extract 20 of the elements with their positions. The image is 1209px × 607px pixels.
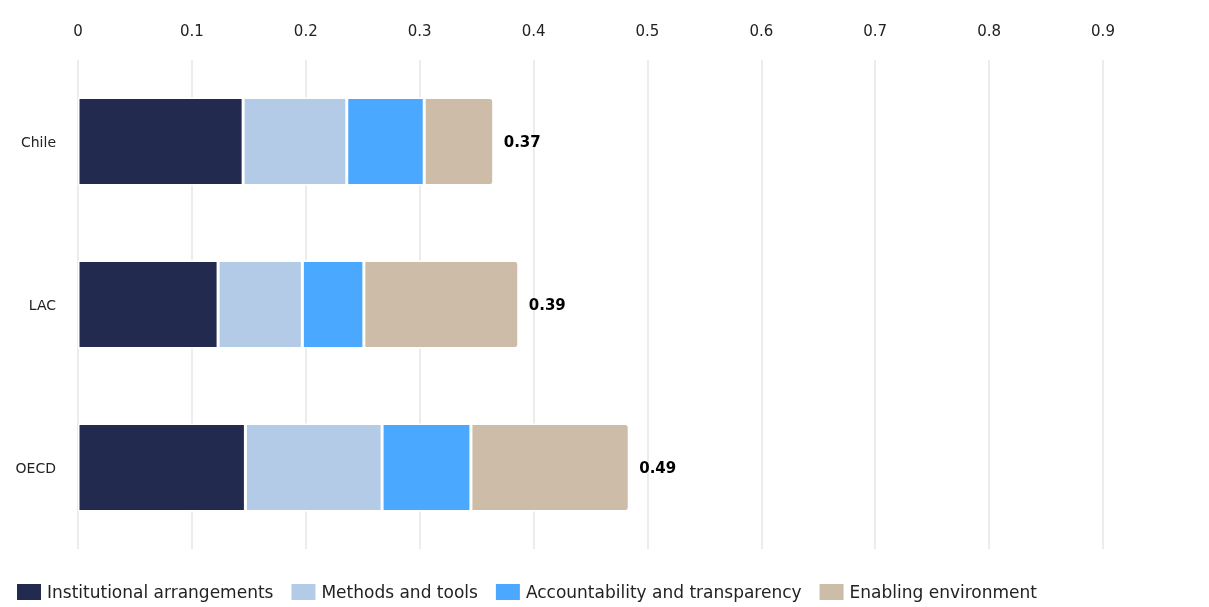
y-tick-label: LAC: [28, 296, 57, 313]
legend-label: Accountability and transparency: [525, 582, 802, 602]
total-label: 0.49: [639, 458, 677, 477]
x-tick-label: 0.3: [407, 21, 432, 40]
x-tick-label: 0: [73, 21, 83, 40]
x-tick-label: 0.8: [977, 21, 1002, 40]
legend-label: Methods and tools: [321, 582, 479, 602]
y-tick-label: OECD: [15, 459, 56, 476]
x-tick-label: 0.5: [635, 21, 660, 40]
x-tick-label: 0.2: [293, 21, 318, 40]
legend-label: Enabling environment: [849, 582, 1038, 602]
y-tick-label: Chile: [20, 133, 56, 150]
legend-label: Institutional arrangements: [47, 582, 274, 602]
x-tick-label: 0.9: [1091, 21, 1115, 40]
x-tick-label: 0.1: [179, 21, 204, 40]
total-label: 0.39: [528, 295, 566, 314]
x-tick-label: 0.6: [749, 21, 774, 40]
x-tick-label: 0.4: [521, 21, 546, 40]
x-tick-label: 0.7: [863, 21, 888, 40]
total-label: 0.37: [503, 132, 541, 151]
